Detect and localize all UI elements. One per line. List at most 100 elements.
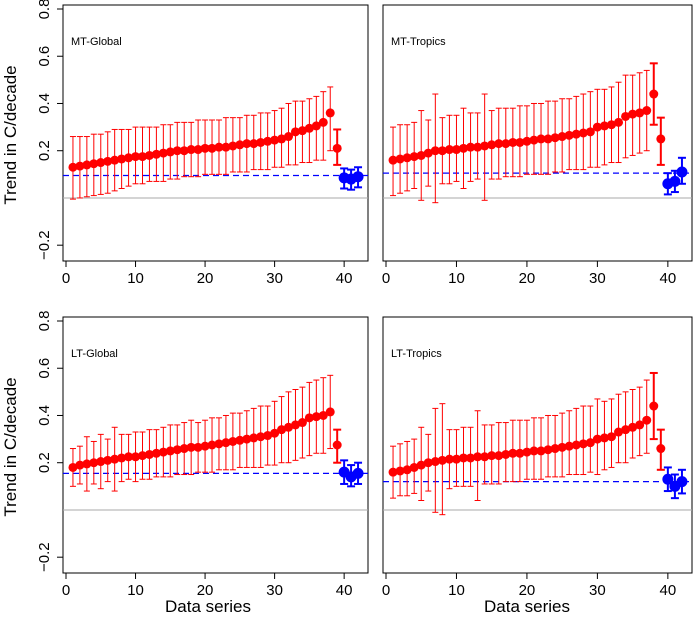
model-point <box>473 142 483 152</box>
y-tick-label: 0.6 <box>36 46 53 67</box>
model-point <box>557 442 567 452</box>
model-point <box>311 412 321 422</box>
model-point <box>75 161 85 171</box>
y-tick-label: 0.2 <box>36 452 53 473</box>
model-point <box>137 152 147 162</box>
model-point <box>284 422 294 432</box>
model-point <box>179 146 189 156</box>
model-point <box>221 438 231 448</box>
model-point <box>186 442 196 452</box>
model-point <box>459 453 469 463</box>
model-point <box>501 449 511 459</box>
model-point <box>635 108 645 118</box>
model-point <box>487 451 497 461</box>
x-tick-label: 40 <box>336 582 353 599</box>
model-point <box>592 434 602 444</box>
model-point <box>536 446 546 456</box>
model-point <box>325 407 335 417</box>
ensemble-point <box>649 89 659 99</box>
model-point <box>318 410 328 420</box>
model-point <box>557 132 567 142</box>
model-point <box>515 137 525 147</box>
model-point <box>487 140 497 150</box>
model-point <box>235 435 245 445</box>
y-tick-label: 0.4 <box>36 93 53 114</box>
x-tick-label: 0 <box>62 582 70 599</box>
model-point <box>402 153 412 163</box>
model-point <box>242 139 252 149</box>
model-point <box>284 132 294 142</box>
y-axis-label-bottom: Trend in C/decade <box>1 377 20 516</box>
model-point <box>228 436 238 446</box>
ensemble-point <box>649 401 659 411</box>
model-point <box>124 153 134 163</box>
model-point <box>165 147 175 157</box>
x-tick-label: 30 <box>589 270 606 287</box>
model-point <box>571 129 581 139</box>
model-point <box>585 127 595 137</box>
model-point <box>158 447 168 457</box>
y-axis-label-top: Trend in C/decade <box>1 65 20 204</box>
model-point <box>151 149 161 159</box>
panel-label: LT-Global <box>71 348 118 360</box>
model-point <box>103 156 113 166</box>
model-point <box>395 466 405 476</box>
x-tick-label: 20 <box>519 582 536 599</box>
y-tick-label: 0.2 <box>36 140 53 161</box>
model-point <box>179 444 189 454</box>
model-point <box>606 120 616 130</box>
model-point <box>437 146 447 156</box>
model-point <box>186 145 196 155</box>
model-point <box>437 455 447 465</box>
model-point <box>256 432 266 442</box>
model-point <box>642 415 652 425</box>
model-point <box>96 158 106 168</box>
model-point <box>466 453 476 463</box>
observation-point <box>676 476 688 488</box>
model-point <box>89 159 99 169</box>
model-point <box>543 445 553 455</box>
model-point <box>508 137 518 147</box>
model-point <box>614 117 624 127</box>
model-point <box>277 425 287 435</box>
model-point <box>144 449 154 459</box>
model-point <box>423 458 433 468</box>
model-point <box>117 154 127 164</box>
panel-lt-global: 0 10 20 30 40 −0.2 0.2 0.4 0.6 0.8 LT-Global <box>36 311 369 599</box>
model-point <box>564 441 574 451</box>
observation-point <box>676 166 688 178</box>
model-point <box>311 121 321 131</box>
model-point <box>459 143 469 153</box>
model-point <box>628 109 638 119</box>
model-point <box>304 413 314 423</box>
model-point <box>249 139 259 149</box>
y-tick-label: 0.8 <box>36 311 53 332</box>
x-tick-label: 30 <box>589 582 606 599</box>
model-point <box>117 453 127 463</box>
model-point <box>635 420 645 430</box>
model-point <box>508 448 518 458</box>
observation-point <box>352 171 364 183</box>
y-tick-label: 0.8 <box>36 0 53 19</box>
model-point <box>430 457 440 467</box>
x-tick-label: 0 <box>382 582 390 599</box>
model-point <box>200 441 210 451</box>
model-point <box>75 460 85 470</box>
x-axis-label-right: Data series <box>484 597 570 616</box>
model-point <box>297 126 307 136</box>
model-point <box>409 152 419 162</box>
model-point <box>543 134 553 144</box>
model-point <box>325 108 335 118</box>
model-point <box>585 438 595 448</box>
model-point <box>522 447 532 457</box>
model-point <box>494 139 504 149</box>
model-point <box>193 442 203 452</box>
model-point <box>270 428 280 438</box>
y-tick-label: −0.2 <box>36 542 53 572</box>
model-point <box>621 111 631 121</box>
model-point <box>599 433 609 443</box>
model-point <box>110 454 120 464</box>
model-point <box>137 451 147 461</box>
model-point <box>536 134 546 144</box>
x-tick-label: 30 <box>266 582 283 599</box>
